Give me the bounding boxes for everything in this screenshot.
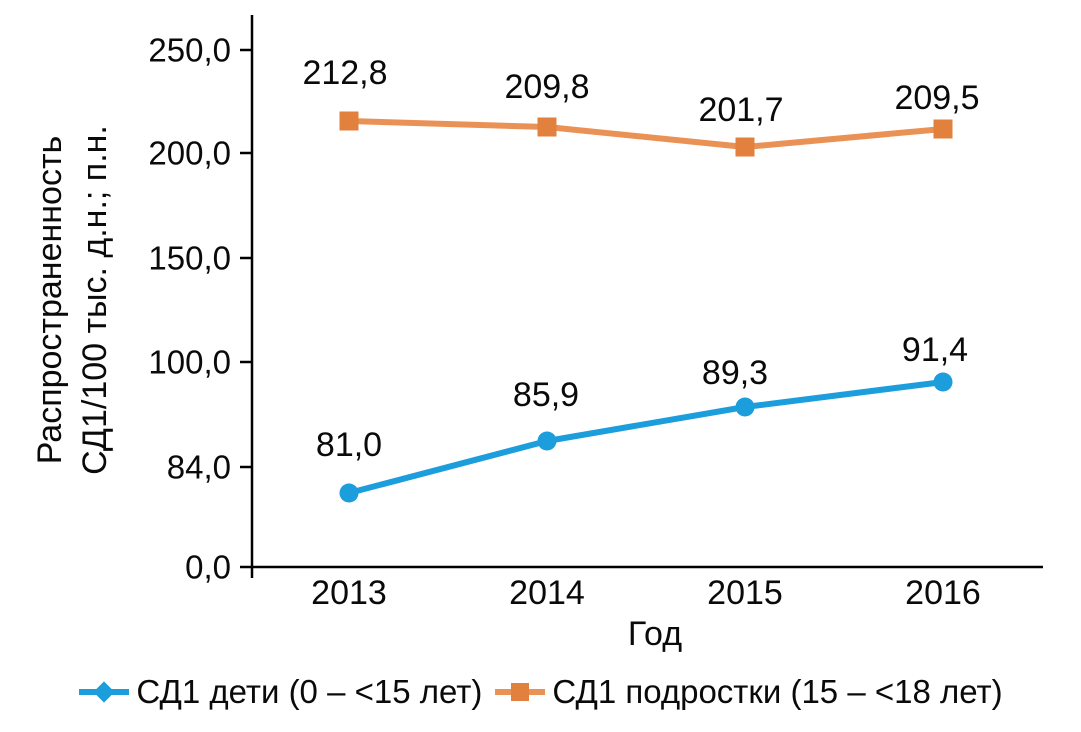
- legend-item-children: СД1 дети (0 – <15 лет): [78, 673, 482, 711]
- data-point-label: 212,8: [302, 54, 387, 92]
- data-point-label: 81,0: [316, 426, 382, 464]
- data-point-marker: [339, 483, 359, 503]
- x-tick-label: 2015: [707, 574, 783, 612]
- data-point-label: 209,8: [504, 68, 589, 106]
- y-axis-title: Распространенность СД1/100 тыс. д.н.; п.…: [28, 50, 120, 550]
- data-point-label: 91,4: [902, 331, 968, 369]
- data-point-label: 89,3: [702, 354, 768, 392]
- series-line-1: [346, 118, 946, 150]
- y-tick-label: 200,0: [148, 135, 231, 172]
- y-tick-label: 84,0: [167, 449, 231, 486]
- legend-marker-square-icon: [495, 683, 546, 701]
- x-axis-title: Год: [627, 615, 683, 653]
- y-tick-label: 250,0: [148, 32, 231, 69]
- x-tick-label: 2016: [905, 574, 981, 612]
- legend-item-adolescents: СД1 подростки (15 – <18 лет): [494, 673, 1003, 711]
- data-point-label: 85,9: [513, 376, 579, 414]
- data-point-marker: [537, 117, 557, 137]
- data-point-label: 201,7: [698, 91, 783, 129]
- data-point-marker: [339, 111, 359, 131]
- series-line-0: [346, 379, 946, 496]
- data-point-marker: [735, 397, 755, 417]
- legend-label-children: СД1 дети (0 – <15 лет): [136, 673, 483, 710]
- legend-label-adolescents: СД1 подростки (15 – <18 лет): [552, 673, 1003, 710]
- legend-marker-diamond-icon: [79, 681, 130, 703]
- data-point-label: 209,5: [894, 79, 979, 117]
- x-tick-label: 2013: [311, 574, 387, 612]
- data-point-marker: [933, 372, 953, 392]
- y-axis-title-line1: Распространенность: [31, 135, 69, 465]
- x-tick-label: 2014: [509, 574, 585, 612]
- y-tick-label: 0,0: [185, 549, 231, 586]
- y-axis-title-line2: СД1/100 тыс. д.н.; п.н.: [76, 125, 114, 475]
- y-tick-label: 150,0: [148, 240, 231, 277]
- data-point-marker: [933, 119, 953, 139]
- data-point-marker: [537, 431, 557, 451]
- data-point-marker: [735, 137, 755, 157]
- legend: СД1 дети (0 – <15 лет) СД1 подростки (15…: [0, 668, 1081, 716]
- y-tick-label: 100,0: [148, 344, 231, 381]
